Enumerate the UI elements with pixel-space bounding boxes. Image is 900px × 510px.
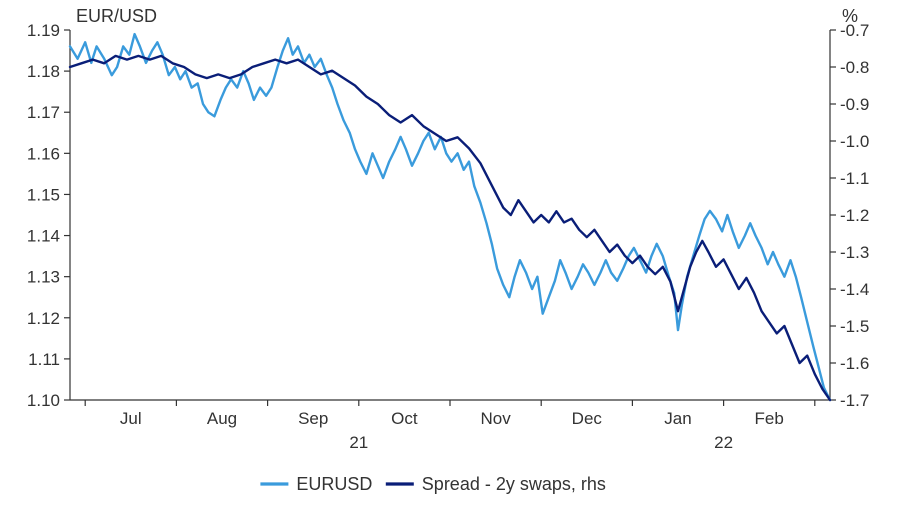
right-tick-label: -1.2 — [840, 206, 869, 225]
right-tick-label: -0.8 — [840, 58, 869, 77]
legend-label: EURUSD — [296, 474, 372, 494]
chart-container: 1.10 1.11 1.12 1.13 1.14 1.15 1.16 1.17 1.18 1.19… — [0, 0, 900, 510]
right-axis-title: % — [842, 6, 858, 26]
legend-label: Spread - 2y swaps, rhs — [422, 474, 606, 494]
right-tick-label: -0.9 — [840, 95, 869, 114]
x-year-label: 21 — [349, 433, 368, 452]
left-tick-label: 1.15 — [27, 185, 60, 204]
left-tick-label: 1.19 — [27, 21, 60, 40]
x-month-label: Aug — [207, 409, 237, 428]
right-tick-label: -1.3 — [840, 243, 869, 262]
left-tick-label: 1.16 — [27, 144, 60, 163]
right-tick-label: -1.0 — [840, 132, 869, 151]
left-axis-title: EUR/USD — [76, 6, 157, 26]
line-chart: 1.10 1.11 1.12 1.13 1.14 1.15 1.16 1.17 1.18 1.19… — [0, 0, 900, 510]
right-tick-label: -1.1 — [840, 169, 869, 188]
x-year-label: 22 — [714, 433, 733, 452]
right-tick-label: -1.7 — [840, 391, 869, 410]
x-month-label: Feb — [755, 409, 784, 428]
x-month-label: Nov — [480, 409, 511, 428]
x-month-label: Oct — [391, 409, 418, 428]
left-tick-label: 1.14 — [27, 227, 60, 246]
x-month-label: Jan — [664, 409, 691, 428]
left-tick-label: 1.17 — [27, 103, 60, 122]
left-tick-label: 1.10 — [27, 391, 60, 410]
right-tick-label: -1.5 — [840, 317, 869, 336]
x-month-label: Sep — [298, 409, 328, 428]
right-tick-label: -1.6 — [840, 354, 869, 373]
left-tick-label: 1.13 — [27, 268, 60, 287]
left-tick-label: 1.18 — [27, 62, 60, 81]
x-month-label: Dec — [572, 409, 603, 428]
x-month-label: Jul — [120, 409, 142, 428]
left-tick-label: 1.12 — [27, 309, 60, 328]
right-tick-label: -1.4 — [840, 280, 869, 299]
left-tick-label: 1.11 — [28, 350, 60, 369]
